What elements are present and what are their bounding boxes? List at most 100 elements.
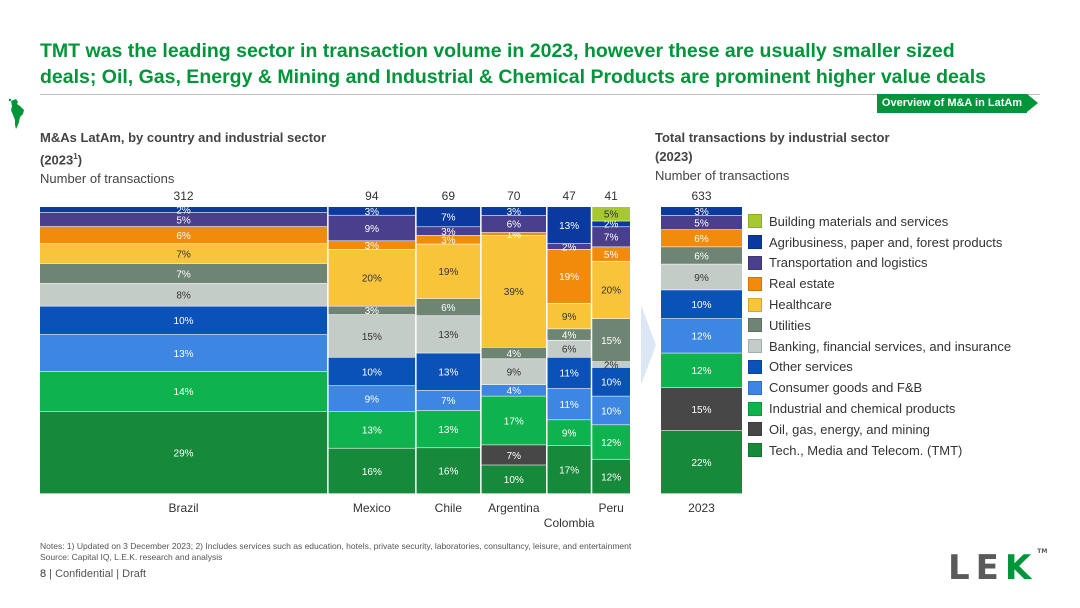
- segment-label: 6%: [507, 220, 522, 231]
- segment-label: 9%: [365, 224, 380, 235]
- segment-consumer: [416, 390, 481, 411]
- segment-realestate: [328, 241, 416, 250]
- legend-swatch: [748, 422, 762, 437]
- column-total: 633: [691, 189, 711, 203]
- segment-agri: [481, 207, 547, 216]
- legend-swatch: [748, 443, 762, 458]
- legend-item-building: Building materials and services: [748, 211, 1011, 232]
- segment-label: 8%: [176, 291, 191, 302]
- segment-label: 15%: [362, 332, 382, 343]
- segment-transport: [416, 227, 481, 236]
- segment-realestate: [481, 232, 547, 236]
- segment-label: 1%: [507, 230, 522, 241]
- segment-other: [40, 306, 328, 335]
- right-panel-unit: Number of transactions: [655, 168, 790, 183]
- segment-label: 3%: [365, 306, 380, 317]
- segment-tmt: [40, 411, 328, 494]
- segment-label: 16%: [438, 467, 458, 478]
- legend-item-health: Healthcare: [748, 294, 1011, 315]
- segment-label: 16%: [362, 467, 382, 478]
- segment-agri: [40, 207, 328, 213]
- segment-other: [547, 357, 591, 389]
- segment-industrial: [416, 410, 481, 448]
- segment-label: 3%: [507, 207, 522, 218]
- legend-label: Utilities: [769, 317, 811, 333]
- legend-label: Oil, gas, energy, and mining: [769, 421, 930, 437]
- segment-transport: [661, 215, 742, 230]
- segment-label: 4%: [507, 349, 522, 360]
- section-badge: Overview of M&A in LatAm: [877, 94, 1038, 113]
- segment-label: 2%: [604, 220, 619, 231]
- segment-realestate: [547, 249, 591, 304]
- segment-other: [328, 357, 416, 386]
- right-panel-heading: Total transactions by industrial sector …: [655, 128, 890, 185]
- legend-label: Other services: [769, 359, 853, 375]
- segment-label: 12%: [691, 366, 711, 377]
- legend-item-other: Other services: [748, 357, 1011, 378]
- segment-label: 13%: [438, 425, 458, 436]
- chart-legend: Building materials and services Agribusin…: [748, 211, 1011, 461]
- segment-label: 17%: [504, 416, 524, 427]
- segment-industrial: [481, 396, 547, 445]
- segment-label: 5%: [694, 218, 709, 229]
- lek-logo: LEKTM: [948, 548, 1048, 588]
- segment-label: 6%: [694, 251, 709, 262]
- segment-label: 9%: [694, 273, 709, 284]
- legend-item-utilities: Utilities: [748, 315, 1011, 336]
- legend-item-tmt: Tech., Media and Telecom. (TMT): [748, 440, 1011, 461]
- segment-transport: [547, 243, 591, 250]
- segment-label: 10%: [504, 475, 524, 486]
- segment-label: 29%: [174, 448, 194, 459]
- segment-tmt: [547, 445, 591, 494]
- segment-health: [592, 261, 630, 319]
- segment-label: 5%: [604, 250, 619, 261]
- segment-label: 7%: [176, 249, 191, 260]
- country-axis-label: Mexico: [353, 501, 391, 515]
- segment-label: 10%: [174, 316, 194, 327]
- left-panel-year: (20231): [40, 152, 83, 168]
- title-line-2: deals; Oil, Gas, Energy & Mining and Ind…: [40, 66, 986, 88]
- legend-swatch: [748, 235, 762, 250]
- column-total: 47: [562, 189, 576, 203]
- segment-label: 9%: [562, 312, 577, 323]
- segment-label: 7%: [441, 213, 456, 224]
- segment-label: 3%: [441, 236, 456, 247]
- segment-tmt: [592, 459, 630, 494]
- title-line-1: TMT was the leading sector in transactio…: [40, 40, 955, 62]
- source-line: Source: Capital IQ, L.E.K. research and …: [40, 552, 223, 562]
- segment-label: 19%: [438, 267, 458, 278]
- segment-utilities: [40, 263, 328, 284]
- legend-item-agri: Agribusiness, paper and, forest products: [748, 232, 1011, 253]
- segment-realestate: [40, 226, 328, 244]
- segment-banking: [547, 340, 591, 358]
- segment-label: 2%: [604, 360, 619, 371]
- segment-label: 14%: [174, 387, 194, 398]
- segment-health: [547, 303, 591, 329]
- segment-label: 10%: [601, 406, 621, 417]
- segment-label: 5%: [604, 210, 619, 221]
- left-panel-title: M&As LatAm, by country and industrial se…: [40, 130, 327, 145]
- total-axis-label: 2023: [688, 501, 715, 515]
- segment-tmt: [661, 430, 742, 494]
- segment-label: 6%: [441, 303, 456, 314]
- segment-utilities: [416, 298, 481, 316]
- segment-consumer: [481, 384, 547, 396]
- segment-label: 13%: [362, 426, 382, 437]
- segment-transport: [481, 215, 547, 233]
- legend-label: Consumer goods and F&B: [769, 380, 923, 396]
- segment-label: 3%: [694, 207, 709, 218]
- title-divider: [40, 94, 1040, 95]
- segment-utilities: [592, 318, 630, 362]
- country-axis-label: Brazil: [169, 501, 199, 515]
- segment-label: 4%: [507, 386, 522, 397]
- legend-label: Healthcare: [769, 297, 832, 313]
- segment-consumer: [547, 388, 591, 420]
- segment-label: 3%: [365, 241, 380, 252]
- segment-other: [661, 290, 742, 319]
- segment-label: 6%: [562, 345, 577, 356]
- country-axis-label: Chile: [435, 501, 463, 515]
- left-panel-unit: Number of transactions: [40, 171, 175, 187]
- segment-label: 13%: [174, 349, 194, 360]
- notes: Notes: 1) Updated on 3 December 2023; 2)…: [40, 541, 631, 563]
